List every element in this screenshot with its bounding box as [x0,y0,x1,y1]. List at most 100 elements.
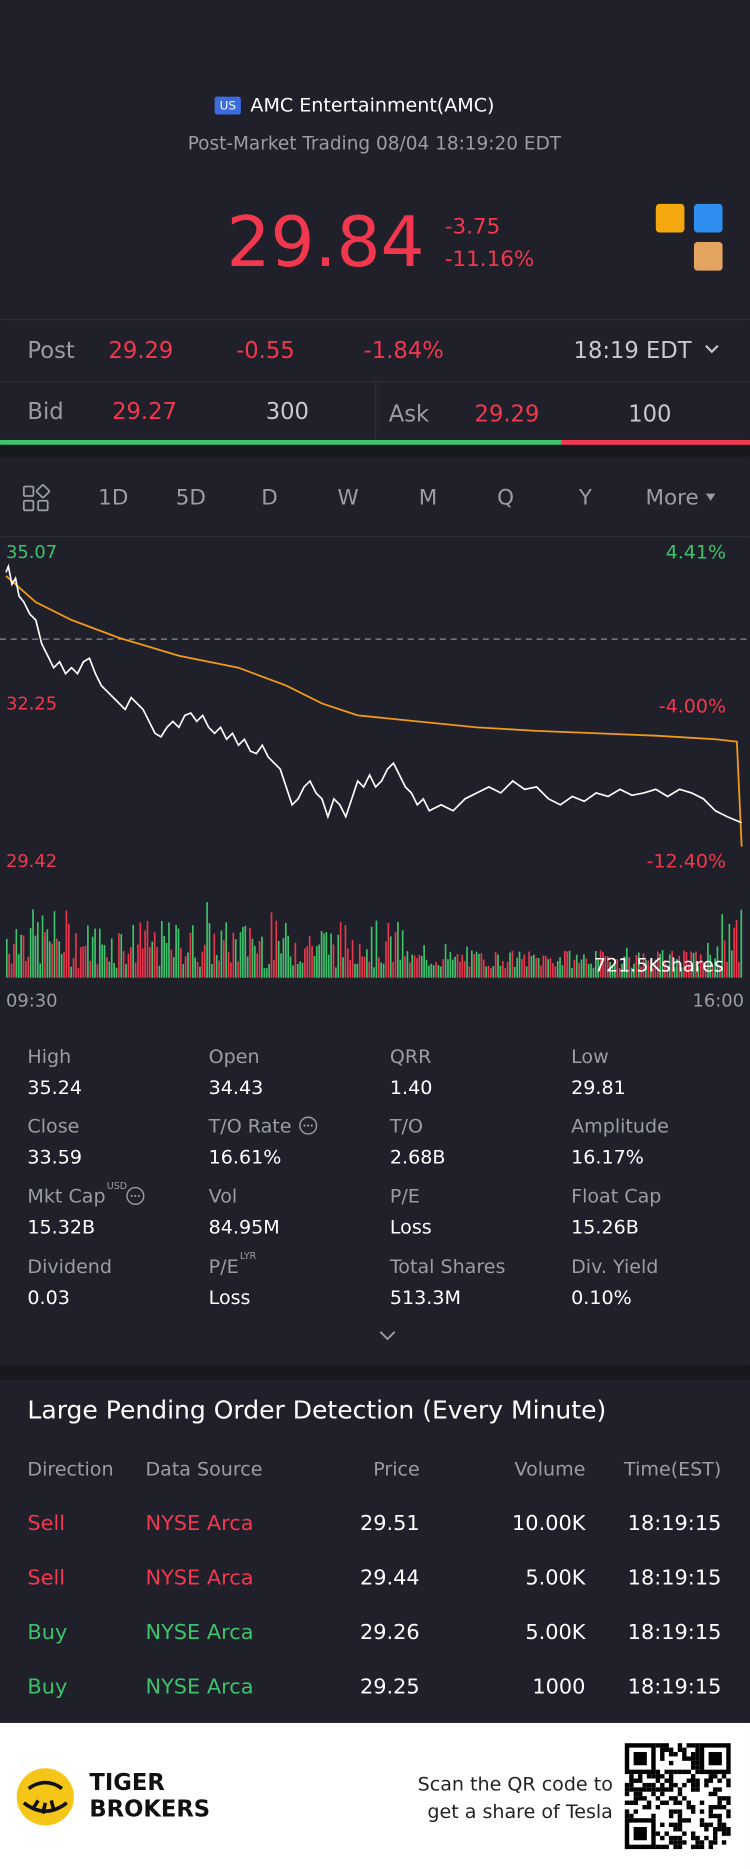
qr-cell [624,1809,630,1814]
qr-cell [708,1813,714,1819]
volume-bar [511,950,514,978]
volume-bar [604,956,607,978]
volume-bar [602,951,604,978]
volume-bar [439,966,442,978]
expand-chevron[interactable] [379,1331,396,1341]
stat-value: 29.81 [571,1077,626,1099]
period-tab[interactable]: W [338,485,359,510]
volume-bar [397,922,399,978]
volume-bar [728,923,731,978]
volume-bar [470,950,473,978]
volume-bar [103,944,106,978]
dropdown-chevron[interactable] [705,345,719,354]
qr-cell [717,1818,722,1823]
period-tab[interactable]: More [646,485,699,510]
qr-cell [629,1813,634,1819]
stat-label: P/E [209,1256,239,1278]
volume-bar [661,950,664,978]
volume-bar [566,951,569,978]
stat-label: Vol [209,1186,238,1208]
volume-bar [556,960,559,978]
chart-left-label: 32.25 [6,694,57,715]
volume-bar [158,965,161,978]
layout-icon[interactable] [22,484,51,512]
volume-bar [702,961,704,978]
volume-bar [172,957,175,978]
qr-cell [638,1774,643,1779]
volume-bar [113,962,115,978]
period-tab[interactable]: 1D [98,485,128,510]
stat-value: 513.3M [390,1287,461,1309]
qr-cell [690,1831,696,1836]
volume-bar [490,968,492,978]
volume-bar [287,935,290,978]
volume-bar [368,961,371,978]
title: AMC Entertainment(AMC) [250,95,494,117]
qr-cell [708,1804,714,1810]
volume-bar [91,936,94,978]
volume-bar [342,957,344,978]
info-icon[interactable] [299,1116,318,1135]
qr-cell [677,1818,683,1823]
stat-label: Mkt Cap [27,1186,105,1208]
dollar-icon[interactable] [655,203,685,233]
qr-cell [673,1809,678,1814]
volume-bar [354,963,356,978]
volume-bar [537,957,540,978]
qr-cell [704,1827,709,1832]
volume-bar [525,966,528,978]
volume-bar [36,922,39,978]
volume-bar [552,962,554,978]
volume-bar [275,920,278,978]
stat-label: Open [209,1046,260,1068]
volume-bar [182,964,185,978]
qr-cell [633,1787,639,1792]
period-tab[interactable]: D [261,485,278,510]
lightning-icon[interactable] [693,203,723,233]
volume-bar [668,954,671,978]
info-icon[interactable] [126,1186,145,1205]
volume-bar [711,965,714,978]
volume-bar [175,924,177,978]
volume-bar [532,954,535,978]
qr-cell [664,1747,669,1753]
stat-label: Close [27,1115,79,1137]
qr-cell [668,1747,674,1753]
qr-cell [660,1756,665,1761]
volume-bar [320,930,323,978]
qr-cell [708,1791,714,1797]
stat-label: T/O [389,1115,423,1137]
volume-bar [268,963,270,978]
volume-bar [237,961,239,978]
period-tab[interactable]: Q [497,485,514,510]
order-cell: Buy [27,1620,67,1644]
volume-bar [411,954,414,978]
volume-bar [315,946,318,978]
period-tab[interactable]: Y [578,485,593,510]
volume-bar [637,952,640,978]
stat-label-sup: USD [107,1181,127,1192]
qr-cell [726,1809,731,1814]
qr-cell [699,1809,705,1814]
volume-bar [530,956,533,978]
volume-bar [580,959,583,978]
volume-bar [110,938,113,978]
period-tab[interactable]: M [419,485,438,510]
volume-bar [463,961,466,978]
stack-icon[interactable] [693,242,723,271]
volume-bar [678,955,681,978]
volume-bar [444,944,447,978]
period-tab[interactable]: 5D [176,485,206,510]
volume-bar [497,954,499,978]
volume-bar [335,967,337,978]
volume-bar [494,952,497,978]
volume-bar [115,967,118,978]
volume-bar [697,966,700,978]
volume-bar [325,932,328,978]
volume-bar [506,961,509,978]
qr-cell [713,1813,718,1819]
volume-bar [246,956,249,978]
more-triangle[interactable] [705,493,716,501]
volume-bar [308,936,311,978]
